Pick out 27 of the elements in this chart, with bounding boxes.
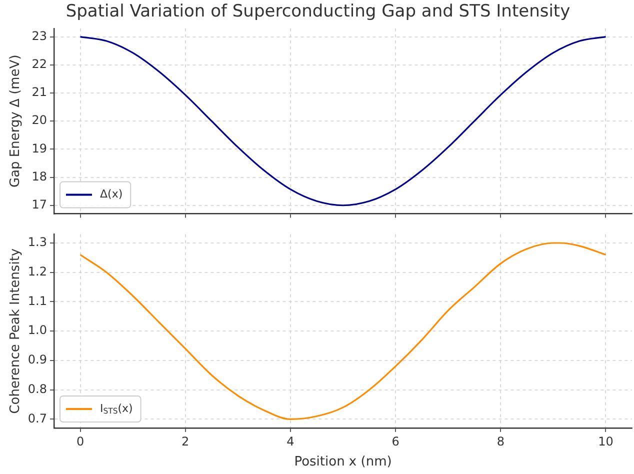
y-axis-title: Gap Energy Δ (meV) xyxy=(8,54,24,188)
x-tick-label: 0 xyxy=(76,434,84,448)
y-tick-label: 20 xyxy=(32,113,47,128)
y-tick-label: 19 xyxy=(32,141,47,156)
y-tick-label: 0.8 xyxy=(28,382,47,396)
y-axis-title: Coherence Peak Intensity xyxy=(8,248,24,414)
y-tick-label: 1.3 xyxy=(28,235,47,250)
y-tick-label: 21 xyxy=(32,85,47,100)
x-tick-label: 10 xyxy=(598,434,614,448)
legend-label: Δ(x) xyxy=(100,188,123,201)
x-tick-label: 8 xyxy=(496,434,504,448)
x-axis-title: Position x (nm) xyxy=(294,454,392,470)
y-tick-label: 17 xyxy=(32,198,47,212)
y-tick-label: 1.2 xyxy=(28,264,47,278)
y-tick-label: 1.1 xyxy=(28,294,47,308)
x-tick-label: 4 xyxy=(286,434,294,448)
y-tick-label: 1.0 xyxy=(28,323,47,338)
y-tick-label: 22 xyxy=(32,57,47,72)
chart-title: Spatial Variation of Superconducting Gap and STS Intensity xyxy=(66,2,570,22)
y-tick-label: 0.7 xyxy=(28,411,47,426)
x-tick-label: 2 xyxy=(182,434,190,448)
line-series xyxy=(79,242,607,420)
line-series xyxy=(79,36,607,206)
y-tick-label: 18 xyxy=(32,169,47,184)
y-tick-label: 23 xyxy=(32,28,47,43)
x-tick-label: 6 xyxy=(392,434,400,448)
y-tick-label: 0.9 xyxy=(28,352,47,367)
